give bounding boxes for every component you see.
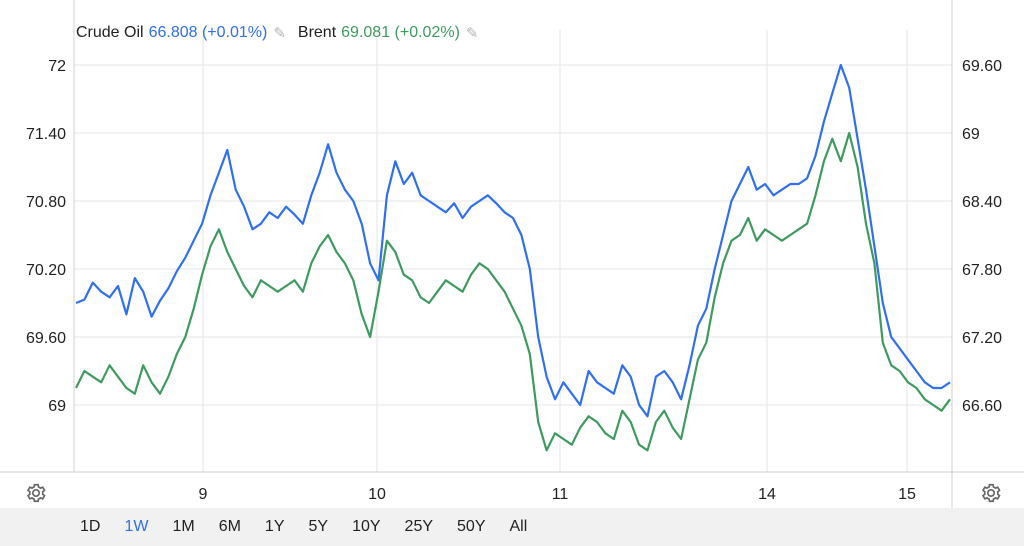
range-button-10y[interactable]: 10Y [340,518,392,536]
x-tick-label: 15 [898,486,916,503]
y-tick-left: 71.40 [26,126,66,143]
y-tick-right: 66.60 [962,398,1002,415]
series-line-brent [75,131,951,452]
x-tick-label: 14 [758,486,776,503]
legend-brent-name: Brent [297,24,337,41]
x-tick-label: 9 [199,486,208,503]
x-tick-label: 10 [368,486,386,503]
range-button-1d[interactable]: 1D [68,518,112,536]
range-button-1y[interactable]: 1Y [253,518,297,536]
x-tick-label: 11 [552,486,569,503]
gear-icon[interactable] [25,482,47,504]
grid-layer [74,30,952,472]
axis-layer: 72 71.40 70.80 70.20 69.60 69 69.60 69 68.40 67.8… [0,0,1024,508]
pencil-icon[interactable]: ✎ [465,25,479,42]
y-tick-left: 72 [48,58,66,75]
series-layer [75,63,951,452]
y-tick-left: 69.60 [26,330,66,347]
y-tick-left: 70.20 [26,262,66,279]
y-tick-right: 67.80 [962,262,1002,279]
series-line-crude-oil [75,63,951,418]
y-tick-right: 69 [962,126,980,143]
range-button-6m[interactable]: 6M [207,518,253,536]
legend-crude-value: 66.808 (+0.01%) [148,24,268,41]
y-tick-left: 70.80 [26,194,66,211]
chart-svg: 72 71.40 70.80 70.20 69.60 69 69.60 69 68.40 67.8… [0,0,1024,508]
range-button-5y[interactable]: 5Y [297,518,341,536]
range-button-all[interactable]: All [497,518,539,536]
price-chart[interactable]: 72 71.40 70.80 70.20 69.60 69 69.60 69 68.40 67.8… [0,0,1024,508]
range-button-25y[interactable]: 25Y [393,518,445,536]
chart-legend: Crude Oil 66.808 (+0.01%) ✎ Brent 69.081… [76,24,490,42]
y-tick-right: 69.60 [962,58,1002,75]
gear-icon[interactable] [980,482,1002,504]
legend-brent-value: 69.081 (+0.02%) [341,24,460,41]
y-tick-right: 67.20 [962,330,1002,347]
y-tick-right: 68.40 [962,194,1002,211]
range-button-1m[interactable]: 1M [160,518,206,536]
pencil-icon[interactable]: ✎ [273,25,286,42]
range-button-1w[interactable]: 1W [112,518,160,536]
legend-crude-name: Crude Oil [76,24,144,41]
y-tick-left: 69 [48,398,66,415]
range-selector: 1D 1W 1M 6M 1Y 5Y 10Y 25Y 50Y All [0,508,1024,546]
range-button-50y[interactable]: 50Y [445,518,497,536]
